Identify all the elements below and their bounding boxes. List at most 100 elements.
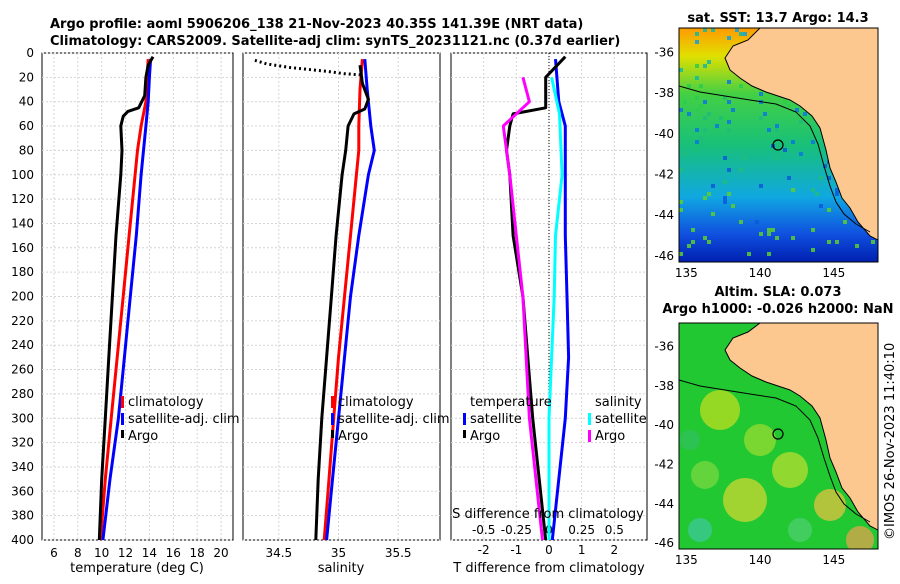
sst-pixel xyxy=(695,108,699,112)
sst-pixel xyxy=(787,104,791,108)
figure-title-line1: Argo profile: aoml 5906206_138 21-Nov-20… xyxy=(50,17,583,32)
latitude-tick-label: -42 xyxy=(654,457,674,471)
sst-pixel xyxy=(783,100,787,104)
sst-pixel xyxy=(819,204,823,208)
sst-pixel xyxy=(735,28,739,32)
depth-tick-label: 0 xyxy=(26,46,34,60)
longitude-tick-label: 140 xyxy=(749,553,772,567)
sla-anomaly-blob xyxy=(723,478,767,522)
sst-pixel xyxy=(703,28,707,32)
sst-pixel xyxy=(739,32,743,36)
sst-pixel xyxy=(747,252,751,256)
salinity-legend: climatology satellite-adj. clim Argo xyxy=(331,395,450,444)
sst-pixel xyxy=(811,140,815,144)
longitude-tick-label: 140 xyxy=(749,266,772,280)
depth-tick-label: 240 xyxy=(11,338,34,352)
depth-tick-labels: 0 20 40 60 80 100 120 140 160 180 200 220 240 260 280 3… xyxy=(11,46,34,547)
difference-legend: temperature satellite Argo salinity sate… xyxy=(463,395,647,444)
depth-tick-label: 140 xyxy=(11,216,34,230)
depth-tick-label: 300 xyxy=(11,411,34,425)
sst-pixel xyxy=(691,240,695,244)
depth-tick-label: 200 xyxy=(11,290,34,304)
sst-pixel xyxy=(775,128,779,132)
salinity-difference-axis-label: S difference from climatology xyxy=(452,507,644,522)
latitude-tick-label: -38 xyxy=(654,379,674,393)
sst-pixel xyxy=(723,196,727,200)
sst-pixel xyxy=(855,244,859,248)
difference-tick-label: -2 xyxy=(478,543,490,557)
difference-series xyxy=(501,55,571,541)
sst-pixel xyxy=(803,112,807,116)
latitude-tick-label: -44 xyxy=(654,208,674,222)
depth-tick-label: 120 xyxy=(11,192,34,206)
sst-map-tick-labels: 135 140 145 -36 -38 -40 -42 -44 -46 xyxy=(654,45,845,280)
sst-pixel xyxy=(679,252,683,256)
sst-pixel xyxy=(767,128,771,132)
sst-pixel xyxy=(767,232,771,236)
sst-pixel xyxy=(783,148,787,152)
sst-pixel xyxy=(871,240,875,244)
sla-anomaly-blob xyxy=(744,424,776,456)
sst-pixel xyxy=(719,116,723,120)
salinity-tick-label: 35.5 xyxy=(385,546,412,560)
sst-pixel xyxy=(679,108,683,112)
sst-pixel xyxy=(691,228,695,232)
temperature-series xyxy=(97,55,155,541)
latitude-tick-label: -36 xyxy=(654,340,674,354)
sla-anomaly-blob xyxy=(846,526,874,549)
sla-anomaly-blob xyxy=(772,452,808,488)
series-salinity-argo xyxy=(501,76,544,541)
sst-pixel xyxy=(703,100,707,104)
depth-tick-label: 380 xyxy=(11,509,34,523)
sst-pixel xyxy=(791,140,795,144)
depth-tick-label: 280 xyxy=(11,387,34,401)
sst-pixel xyxy=(727,128,731,132)
difference-panel: -2 -1 0 1 2 -0.5 -0.25 0 0.25 0.5 T difference f… xyxy=(450,52,648,576)
sst-pixel xyxy=(759,92,763,96)
sst-pixel xyxy=(739,168,743,172)
sst-pixel xyxy=(799,152,803,156)
sst-pixel xyxy=(723,200,727,204)
temperature-tick-label: 14 xyxy=(142,546,157,560)
series-argo xyxy=(314,65,370,541)
longitude-tick-label: 145 xyxy=(822,266,845,280)
difference-tick-labels: -2 -1 0 1 2 xyxy=(478,543,618,557)
sst-pixel xyxy=(827,176,831,180)
difference-tick-label: -1 xyxy=(510,543,522,557)
sst-pixel xyxy=(767,252,771,256)
sst-pixel xyxy=(727,80,731,84)
sst-pixel xyxy=(703,236,707,240)
sst-pixel xyxy=(695,40,699,44)
sst-pixel xyxy=(727,192,731,196)
sst-pixel xyxy=(727,100,731,104)
sla-anomaly-blob xyxy=(680,430,700,450)
sst-pixel xyxy=(795,108,799,112)
latitude-tick-label: -46 xyxy=(654,536,674,550)
longitude-tick-label: 145 xyxy=(822,553,845,567)
sst-pixel xyxy=(695,140,699,144)
latitude-tick-label: -38 xyxy=(654,86,674,100)
sst-pixel xyxy=(695,96,699,100)
sst-pixel xyxy=(695,64,699,68)
legend-temperature-argo: Argo xyxy=(470,429,500,444)
sst-pixel xyxy=(791,188,795,192)
sst-pixel xyxy=(759,116,763,120)
salinity-tick-label: 34.5 xyxy=(265,546,292,560)
temperature-tick-label: 8 xyxy=(74,546,82,560)
shelf-contour xyxy=(679,379,871,523)
depth-tick-label: 360 xyxy=(11,484,34,498)
sst-pixel xyxy=(707,192,711,196)
sst-pixel xyxy=(695,148,699,152)
sst-pixel xyxy=(819,176,823,180)
difference-tick-label: 0 xyxy=(545,543,553,557)
depth-tick-label: 80 xyxy=(19,143,34,157)
credit-text: ©IMOS 26-Nov-2023 11:40:10 xyxy=(883,343,898,540)
sst-pixel xyxy=(727,36,731,40)
series-argo xyxy=(97,55,155,541)
depth-tick-label: 400 xyxy=(11,533,34,547)
sst-pixel xyxy=(771,228,775,232)
sst-pixel xyxy=(715,124,719,128)
sst-pixel xyxy=(683,100,687,104)
legend-argo: Argo xyxy=(128,429,158,444)
salinity-difference-tick-label: -0.5 xyxy=(472,523,495,537)
